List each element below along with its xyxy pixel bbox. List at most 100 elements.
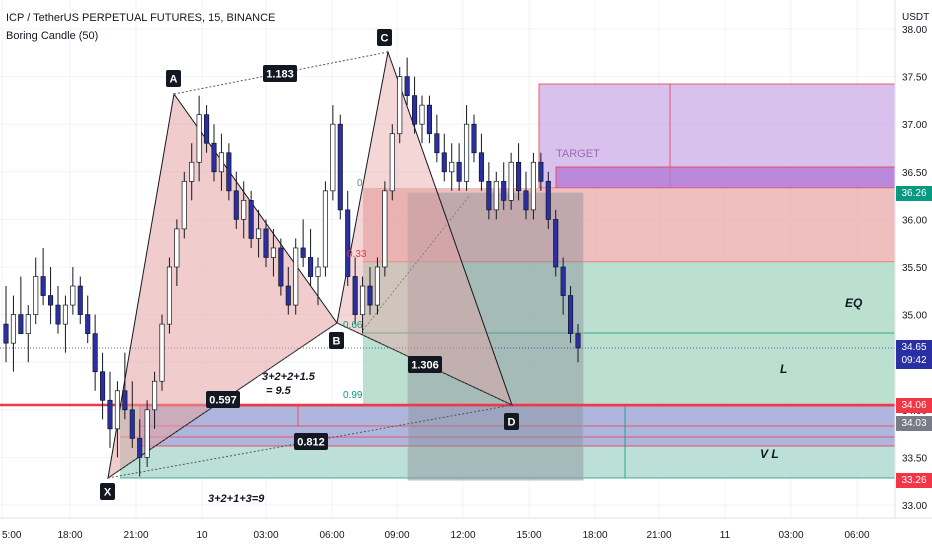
pattern-labels: X A B C D 1.183 0.597 1.306 0.812 0 0.33…: [100, 29, 863, 505]
candle: [404, 57, 410, 106]
candle-body: [107, 399, 113, 430]
profit-zone: [363, 262, 895, 406]
price-axis-bg: [895, 0, 932, 518]
candle-body: [196, 114, 202, 163]
candle-body: [493, 180, 499, 211]
candle-body: [166, 266, 172, 325]
candle: [196, 95, 202, 182]
candle-body: [441, 152, 447, 173]
candle-body: [293, 247, 299, 306]
candle-body: [92, 333, 98, 373]
target-label: TARGET: [556, 148, 600, 160]
candle-body: [464, 123, 470, 182]
candle: [77, 276, 83, 325]
candle: [122, 352, 128, 420]
candle-body: [114, 390, 120, 430]
candle-body: [345, 209, 351, 277]
candle: [345, 190, 351, 287]
candle: [70, 267, 76, 315]
candle: [545, 171, 551, 229]
candle: [352, 257, 358, 325]
target-band: [555, 166, 896, 189]
candle-body: [10, 314, 16, 344]
candle-body: [77, 285, 83, 315]
candle-body: [189, 161, 195, 182]
candle-body: [397, 76, 403, 135]
candle: [218, 133, 224, 191]
candle: [33, 257, 39, 325]
y-tick-label: 35.00: [902, 311, 927, 322]
candle: [285, 267, 291, 315]
candle-body: [204, 114, 210, 144]
candle: [308, 228, 314, 287]
candle: [241, 181, 247, 239]
y-tick-label: 36.00: [902, 215, 927, 226]
candle-body: [530, 161, 536, 211]
x-tick-label: 21:00: [123, 530, 148, 541]
candle-body: [568, 295, 574, 334]
candle: [374, 257, 380, 315]
candle-body: [181, 180, 187, 230]
candle-body: [33, 276, 39, 315]
candle-body: [308, 257, 314, 277]
candle: [315, 257, 321, 306]
candle: [419, 95, 425, 144]
candle: [434, 114, 440, 163]
x-tick-label: 5:00: [2, 530, 22, 541]
stop-zone: [363, 188, 895, 262]
candle: [293, 238, 299, 315]
candle: [18, 276, 24, 334]
candle-body: [337, 123, 343, 211]
y-tick-label: 37.50: [902, 73, 927, 84]
candle-body: [352, 276, 358, 315]
x-tick-label: 21:00: [646, 530, 671, 541]
candle: [40, 247, 46, 306]
svg-text:A: A: [170, 74, 178, 86]
candle: [25, 305, 31, 363]
svg-text:1.183: 1.183: [266, 69, 294, 81]
candle: [575, 324, 581, 363]
candle-body: [315, 266, 321, 277]
candle: [174, 219, 180, 287]
svg-text:X: X: [104, 487, 112, 499]
x-tick-label: 11: [720, 530, 731, 541]
candle: [137, 419, 143, 477]
ratio-bd: 1.306: [408, 356, 442, 373]
candle: [464, 105, 470, 191]
candle: [486, 162, 492, 220]
price-tag: 34.06: [896, 398, 932, 413]
candle: [204, 105, 210, 153]
candle-body: [545, 180, 551, 220]
candle-body: [25, 314, 31, 334]
candle-body: [300, 247, 306, 258]
x-tick-label: 18:00: [57, 530, 82, 541]
candle: [10, 295, 16, 372]
candle: [144, 400, 150, 467]
candle: [397, 67, 403, 144]
x-tick-label: 10: [196, 530, 208, 541]
candle: [100, 352, 106, 420]
candle-body: [263, 228, 269, 258]
candle-body: [330, 123, 336, 192]
candle-body: [129, 409, 135, 439]
svg-text:B: B: [333, 336, 341, 348]
candle: [85, 295, 91, 344]
point-x: X: [100, 483, 115, 500]
point-d: D: [504, 413, 519, 430]
candle: [270, 228, 276, 277]
x-tick-label: 12:00: [450, 530, 475, 541]
candle: [166, 257, 172, 334]
symbol-title: ICP / TetherUS PERPETUAL FUTURES, 15, BI…: [6, 12, 276, 24]
candle-body: [508, 161, 514, 201]
candle: [523, 171, 529, 220]
candle-body: [538, 161, 544, 182]
candle-body: [412, 95, 418, 125]
y-tick-label: 33.00: [902, 501, 927, 512]
y-tick-label: 38.00: [902, 25, 927, 36]
y-tick-label: 33.50: [902, 453, 927, 464]
candle-body: [278, 247, 284, 287]
candle-body: [501, 180, 507, 201]
candle-body: [48, 295, 54, 306]
